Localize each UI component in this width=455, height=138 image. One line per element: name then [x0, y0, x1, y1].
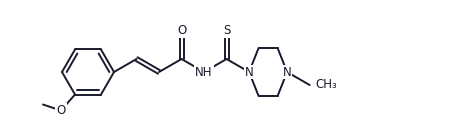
- Text: O: O: [177, 25, 186, 38]
- Text: N: N: [283, 66, 292, 79]
- Text: S: S: [223, 25, 230, 38]
- Text: N: N: [245, 66, 253, 79]
- Text: NH: NH: [195, 66, 213, 79]
- Text: O: O: [56, 104, 66, 117]
- Text: CH₃: CH₃: [316, 79, 337, 91]
